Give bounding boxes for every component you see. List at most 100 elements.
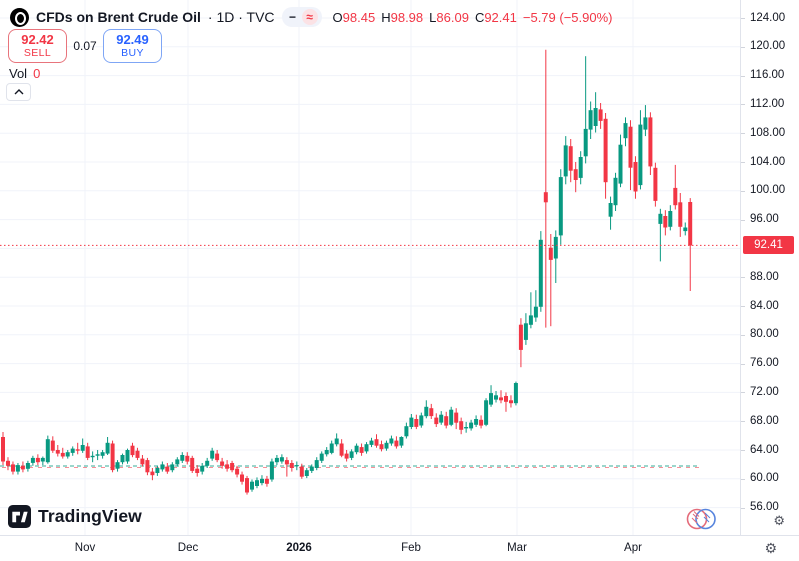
symbol-logo-icon[interactable] [10,7,29,27]
candle-body [220,461,225,466]
candle-body [250,481,254,490]
candle-body [130,445,135,456]
price-axis[interactable]: 92.41 ⚙ 124.00 120.00 116.00 112.00 108.00 10… [740,0,799,535]
candle-body [160,464,165,470]
symbol-interval-exchange[interactable]: · 1D · TVC [207,9,275,25]
time-tick-label-mar: Mar [507,542,527,554]
candle-body [623,123,628,139]
price-tick-label: 64.00 [750,443,779,456]
price-tick-mark [741,46,745,48]
gear-icon[interactable]: ⚙ [773,514,785,529]
candle-body [494,395,498,400]
candle-body [314,460,319,468]
time-tick-label-feb: Feb [401,542,421,554]
tradingview-wordmark: TradingView [38,506,142,526]
candle-body [210,450,215,459]
candle-body [688,202,693,246]
candle-body [548,247,553,260]
candle-body [429,408,434,417]
candle-body [40,457,45,462]
price-tick-mark [741,162,745,163]
price-tick-mark [741,450,745,451]
price-tick-mark [741,363,745,365]
candle-body [583,128,588,157]
candle-body [533,306,538,318]
candle-body [538,239,543,307]
chart-plot-area[interactable] [0,0,740,535]
price-tick-label: 84.00 [750,299,779,312]
candle-body [304,470,309,476]
price-tick-mark [741,277,745,279]
sell-button[interactable]: 92.42 SELL [8,29,67,63]
candle-body [269,461,274,480]
time-tick-label-2026: 2026 [286,542,312,554]
candle-body [673,187,678,206]
candle-body [439,414,444,423]
candle-body [434,417,439,425]
candle-body [6,460,10,466]
candle-body [374,439,379,446]
volume-value: 0 [33,66,41,81]
price-tick-mark [741,478,745,480]
candle-body [115,462,120,469]
price-tick-mark [741,104,745,106]
time-tick-label-apr: Apr [624,542,642,554]
candle-body [279,457,284,462]
candle-body [449,409,454,425]
candle-body [140,458,145,465]
ohlc-readout: O98.45 H98.98 L86.09 C92.41 −5.79 (−5.90… [333,10,613,25]
candle-body [145,460,150,473]
price-tick-mark [741,507,745,509]
price-tick-label: 60.00 [750,472,779,485]
candle-body [100,452,105,456]
symbol-title[interactable]: CFDs on Brent Crude Oil [36,9,201,25]
candle-body [603,118,608,183]
candle-body [180,455,185,461]
candle-body [678,202,683,227]
candle-body [105,442,110,454]
candle-body [479,419,484,426]
candle-body [165,466,170,472]
candle-body [578,157,583,178]
minus-icon: − [289,10,297,24]
price-tick-mark [741,334,745,336]
price-tick-label: 104.00 [750,155,786,168]
candle-body [394,440,399,447]
candle-body [70,448,75,453]
candle-body [518,324,523,350]
change-value: −5.79 (−5.90%) [522,9,613,25]
candle-body [240,474,244,482]
candle-body [25,463,30,469]
candle-body [454,412,459,423]
candle-body [588,110,593,130]
time-axis[interactable]: ⚙ Nov Dec 2026 Feb Mar Apr [0,535,799,561]
buy-button[interactable]: 92.49 BUY [103,29,162,63]
tradingview-logo[interactable]: TradingView [8,505,142,528]
tradingview-mark-icon [8,505,31,528]
high-value: H98.98 [381,9,424,25]
candle-body [558,177,563,236]
candle-body [633,162,638,192]
candle-body [85,446,90,458]
candle-body [354,445,359,453]
candle-body [474,419,479,425]
candle-body [444,416,449,426]
price-tick-mark [741,190,745,192]
candle-body [45,439,50,463]
candle-body [260,478,264,484]
candle-body [125,450,130,462]
price-tick-label: 88.00 [750,270,779,283]
candle-body [648,117,653,167]
candle-body [35,457,40,463]
candle-body [329,443,334,453]
candle-body [120,455,125,463]
candle-body [484,400,489,425]
candle-body [230,463,235,471]
timezone-gear-icon[interactable]: ⚙ [764,541,777,557]
candle-body [543,192,548,203]
price-tick-label: 120.00 [750,40,786,53]
candle-body [299,466,304,477]
candlestick-chart[interactable] [0,0,740,535]
legend-status-pill[interactable]: − ≈ [281,7,322,27]
collapse-legend-button[interactable] [6,83,31,101]
